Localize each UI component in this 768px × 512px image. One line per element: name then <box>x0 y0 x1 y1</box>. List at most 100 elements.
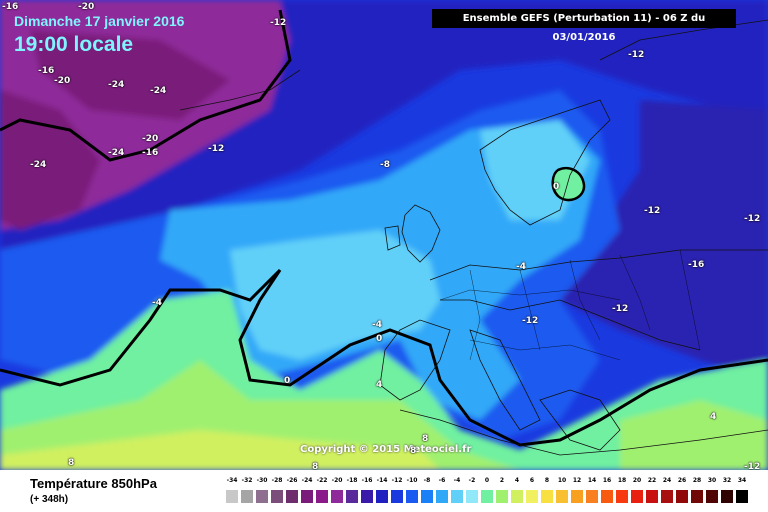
coastlines <box>179 19 768 456</box>
scale-tick: -20 <box>331 477 343 484</box>
isotherm-label: -20 <box>54 76 71 86</box>
scale-swatch <box>241 490 253 503</box>
borders <box>439 249 701 361</box>
scale-swatch <box>556 490 568 503</box>
scale-tick: 18 <box>617 477 627 484</box>
scale-swatch <box>226 490 238 503</box>
isotherm-label: -12 <box>744 214 761 224</box>
scale-tick: 34 <box>737 477 747 484</box>
scale-swatch <box>331 490 343 503</box>
scale-swatch <box>376 490 388 503</box>
scale-tick: -34 <box>226 477 238 484</box>
scale-tick: -28 <box>271 477 283 484</box>
scale-tick: -4 <box>453 477 461 484</box>
scale-tick: -2 <box>468 477 476 484</box>
scale-swatch <box>361 490 373 503</box>
scale-tick: 32 <box>722 477 732 484</box>
scale-tick: -12 <box>391 477 403 484</box>
scale-swatch <box>481 490 493 503</box>
isotherm-label: -16 <box>2 2 19 12</box>
scale-swatch <box>466 490 478 503</box>
scale-tick: -26 <box>286 477 298 484</box>
isotherm-label: -16 <box>142 148 159 158</box>
extreme-cold-core <box>0 90 100 230</box>
isotherm-label: 0 <box>553 182 560 192</box>
warmest-region-south <box>0 430 440 470</box>
scale-swatch <box>391 490 403 503</box>
scale-tick: 22 <box>647 477 657 484</box>
scale-tick: 14 <box>587 477 597 484</box>
scale-swatch <box>451 490 463 503</box>
isotherm-label: 8 <box>312 462 319 472</box>
scale-tick: 8 <box>544 477 550 484</box>
isotherm-label: 0 <box>376 334 383 344</box>
zero-isotherm-scandinavia <box>551 166 586 202</box>
scale-swatch <box>496 490 508 503</box>
minus-twenty-isotherm <box>0 9 292 162</box>
mild-cool-region <box>230 230 440 360</box>
model-run-info: Ensemble GEFS (Perturbation 11) - 06 Z d… <box>432 9 736 43</box>
scale-swatch <box>586 490 598 503</box>
scale-tick: 26 <box>677 477 687 484</box>
forecast-lead: (+ 348h) <box>30 494 69 505</box>
scale-tick: 16 <box>602 477 612 484</box>
scale-tick: -16 <box>361 477 373 484</box>
scale-swatch <box>301 490 313 503</box>
scale-swatch <box>256 490 268 503</box>
isotherm-label: -20 <box>142 134 159 144</box>
isotherm-label: -16 <box>38 66 55 76</box>
scale-tick: 30 <box>707 477 717 484</box>
scale-swatch <box>721 490 733 503</box>
scale-swatch <box>691 490 703 503</box>
isotherm-label: 4 <box>376 380 383 390</box>
scale-swatch <box>571 490 583 503</box>
map-title: Température 850hPa <box>30 476 157 491</box>
scale-swatch <box>676 490 688 503</box>
scale-swatch <box>316 490 328 503</box>
scale-swatch <box>346 490 358 503</box>
scale-tick: 24 <box>662 477 672 484</box>
isotherm-label: -24 <box>150 86 167 96</box>
scale-swatch <box>601 490 613 503</box>
isotherm-label: -16 <box>688 260 705 270</box>
scale-swatch <box>526 490 538 503</box>
scale-tick: 12 <box>572 477 582 484</box>
forecast-date: Dimanche 17 janvier 2016 <box>14 13 185 29</box>
isotherm-label: -12 <box>522 316 539 326</box>
isotherm-label: -12 <box>644 206 661 216</box>
scale-swatch <box>661 490 673 503</box>
scale-swatch <box>421 490 433 503</box>
isotherm-label: -4 <box>516 262 526 272</box>
scale-tick: -32 <box>241 477 253 484</box>
isotherm-label: 8 <box>422 434 429 444</box>
scale-tick: 28 <box>692 477 702 484</box>
scale-swatch <box>616 490 628 503</box>
isotherm-label: -12 <box>612 304 629 314</box>
scale-swatch <box>706 490 718 503</box>
scale-tick: 6 <box>529 477 535 484</box>
isotherm-label: -12 <box>628 50 645 60</box>
cold-region-east <box>560 100 768 380</box>
forecast-time: 19:00 locale <box>14 33 134 56</box>
scale-swatch <box>736 490 748 503</box>
scale-tick: -14 <box>376 477 388 484</box>
copyright: Copyright © 2015 Meteociel.fr <box>300 444 472 455</box>
scale-swatch <box>286 490 298 503</box>
scale-tick: -6 <box>438 477 446 484</box>
scale-tick: 4 <box>514 477 520 484</box>
scale-tick: 20 <box>632 477 642 484</box>
isotherm-label: 4 <box>710 412 717 422</box>
scale-tick: -18 <box>346 477 358 484</box>
isotherm-label: -8 <box>380 160 390 170</box>
cold-core-north <box>30 30 230 120</box>
warm-region-east <box>620 400 768 470</box>
temperature-map <box>0 0 768 470</box>
scale-tick: 0 <box>484 477 490 484</box>
isotherm-label: -12 <box>208 144 225 154</box>
isotherm-label: -24 <box>108 148 125 158</box>
scale-tick: -24 <box>301 477 313 484</box>
scale-tick: 2 <box>499 477 505 484</box>
scale-tick: 10 <box>557 477 567 484</box>
scale-swatch <box>541 490 553 503</box>
